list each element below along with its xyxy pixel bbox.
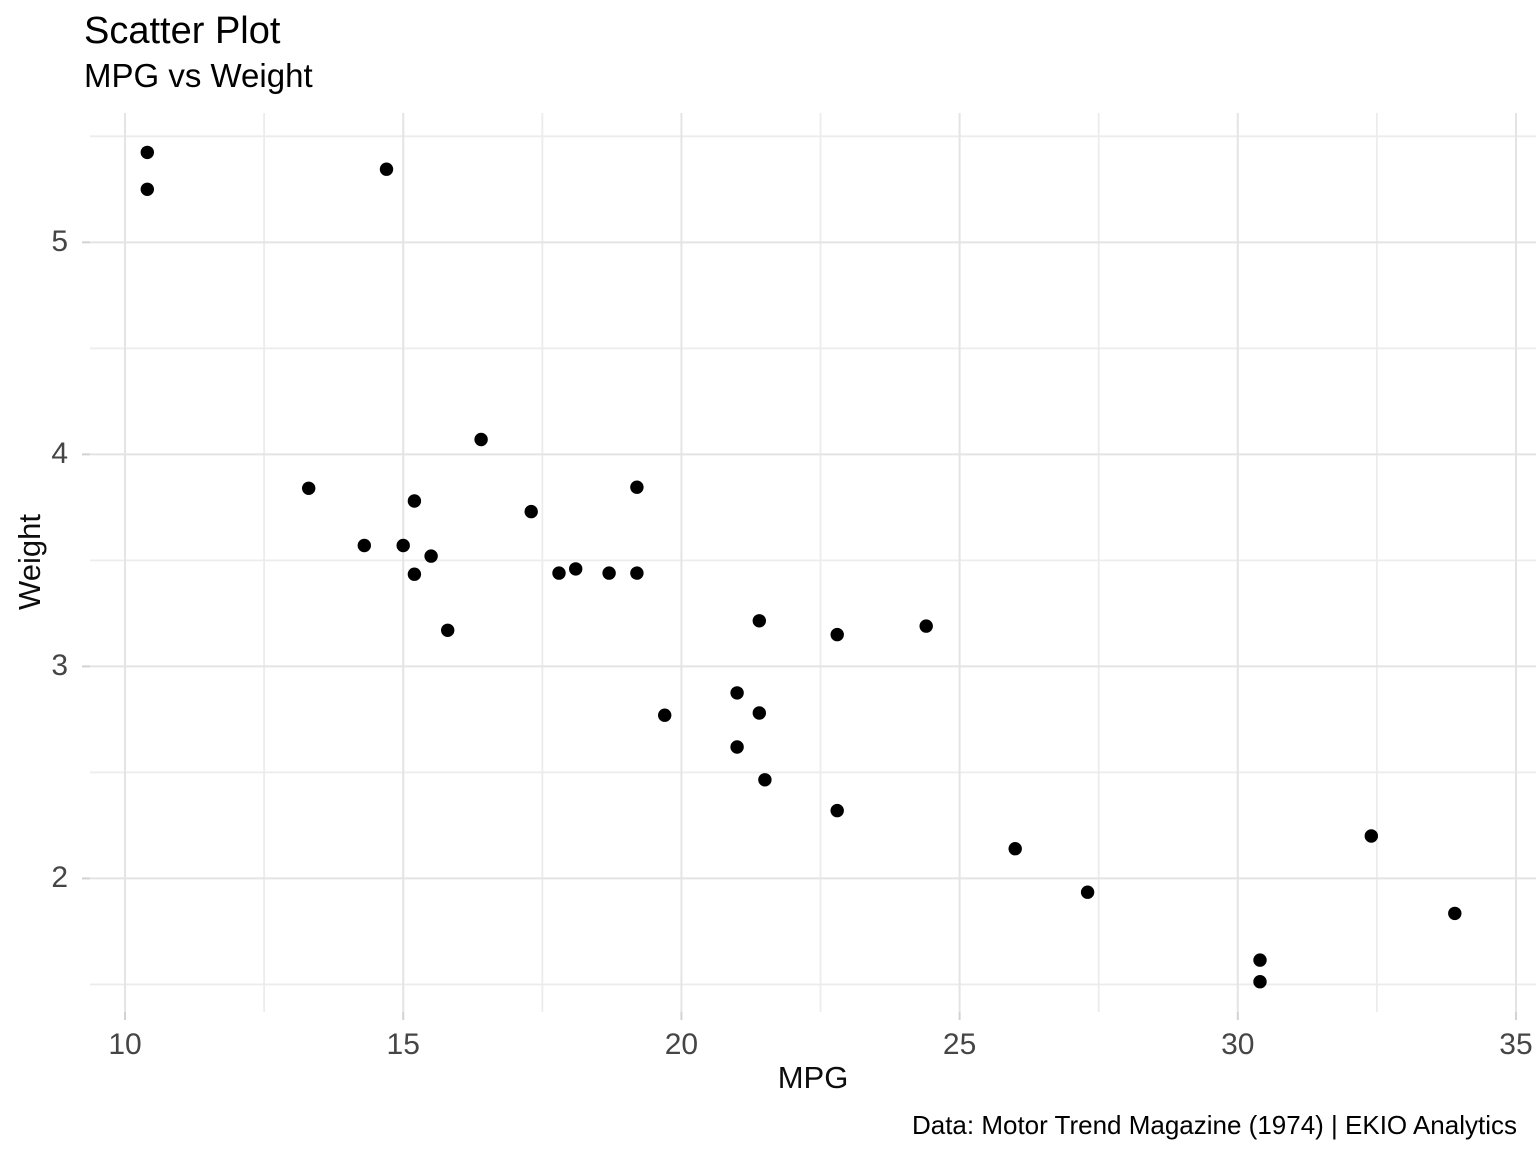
data-point <box>1253 975 1267 989</box>
x-axis-tick-label: 10 <box>108 1028 142 1061</box>
x-axis-tick-label: 30 <box>1221 1028 1255 1061</box>
data-point <box>396 538 410 553</box>
chart-subtitle: MPG vs Weight <box>84 57 313 94</box>
data-point <box>524 504 538 519</box>
data-point <box>1448 906 1462 921</box>
data-point <box>302 481 316 495</box>
data-point <box>630 480 644 494</box>
data-point <box>424 549 438 563</box>
data-point <box>758 773 772 787</box>
x-axis-tick-label: 35 <box>1499 1028 1533 1061</box>
data-point <box>1008 842 1022 856</box>
data-point <box>602 566 616 580</box>
data-point <box>1080 885 1095 899</box>
y-axis-tick-label: 2 <box>51 861 68 895</box>
x-axis-tick-label: 20 <box>664 1028 699 1061</box>
y-axis-tick-label: 5 <box>51 225 68 259</box>
x-axis-tick-label: 25 <box>942 1028 977 1061</box>
data-point <box>730 740 744 754</box>
data-point <box>1253 953 1267 967</box>
data-point <box>379 162 394 176</box>
data-point <box>474 432 488 447</box>
y-axis-title-text: Weight <box>12 514 47 610</box>
data-point <box>357 538 371 553</box>
y-axis-tick-label: 4 <box>51 437 68 471</box>
data-point <box>140 145 154 160</box>
x-axis-tick-label: 15 <box>386 1028 420 1061</box>
chart-caption: Data: Motor Trend Magazine (1974) | EKIO… <box>911 1110 1517 1140</box>
y-axis-tick-label: 3 <box>51 649 68 683</box>
data-point <box>569 562 583 576</box>
data-point <box>630 566 644 580</box>
data-point <box>830 803 844 818</box>
data-point <box>830 627 844 642</box>
data-point <box>752 706 766 720</box>
data-point <box>407 494 422 508</box>
data-point <box>658 708 672 722</box>
data-point <box>552 566 566 580</box>
data-point <box>140 182 154 196</box>
chart-title: Scatter Plot <box>84 10 281 52</box>
data-point <box>1364 829 1379 843</box>
data-point <box>730 686 744 700</box>
data-point <box>919 619 933 633</box>
data-point <box>752 614 766 628</box>
data-point <box>441 623 455 637</box>
x-axis-title: MPG <box>777 1060 849 1095</box>
data-point <box>407 567 422 581</box>
